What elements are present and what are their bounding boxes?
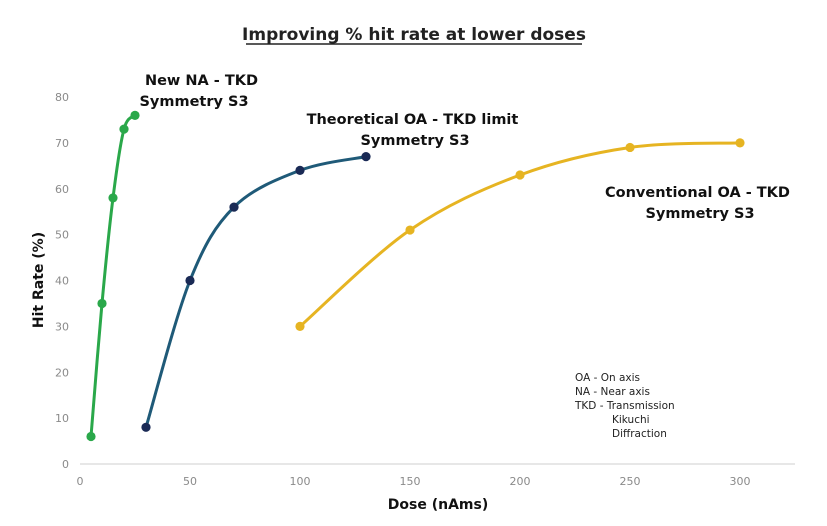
y-axis-title: Hit Rate (%) — [31, 232, 47, 328]
y-tick-label-20: 20 — [55, 366, 69, 379]
y-tick-label-0: 0 — [62, 458, 69, 471]
x-tick-label-0: 0 — [77, 475, 84, 488]
series-label-theoretical-oa-line-2: Symmetry S3 — [360, 133, 469, 149]
abbreviation-legend: OA - On axis NA - Near axis TKD - Transm… — [574, 372, 675, 440]
legend-line-tkd: TKD - Transmission — [574, 400, 675, 412]
data-point-new-na-5 — [86, 431, 96, 442]
x-tick-label-200: 200 — [510, 475, 531, 488]
data-point-theoretical-oa-70 — [229, 202, 239, 212]
series-label-conventional-oa-line-1: Conventional OA - TKD — [605, 185, 790, 201]
legend-line-diffraction: Diffraction — [612, 428, 667, 440]
data-point-conventional-oa-200 — [515, 170, 525, 180]
series-label-theoretical-oa-line-1: Theoretical OA - TKD limit — [307, 112, 519, 128]
x-tick-label-100: 100 — [290, 475, 311, 488]
legend-line-oa: OA - On axis — [575, 372, 640, 384]
x-axis-ticks: 0 50 100 150 200 250 300 — [77, 475, 751, 488]
y-tick-label-50: 50 — [55, 229, 69, 242]
series-label-new-na-line-1: New NA - TKD — [145, 73, 258, 89]
x-tick-label-150: 150 — [400, 475, 421, 488]
y-tick-label-10: 10 — [55, 412, 69, 425]
x-tick-label-250: 250 — [620, 475, 641, 488]
series-label-theoretical-oa: Theoretical OA - TKD limit Symmetry S3 — [307, 112, 524, 149]
series-conventional-oa — [295, 138, 745, 331]
data-point-theoretical-oa-30 — [141, 422, 151, 432]
y-tick-label-60: 60 — [55, 183, 69, 196]
x-tick-label-50: 50 — [183, 475, 197, 488]
data-point-new-na-20 — [119, 124, 129, 134]
data-point-conventional-oa-150 — [405, 225, 415, 235]
y-tick-label-30: 30 — [55, 320, 69, 333]
x-axis-title: Dose (nAms) — [388, 497, 488, 513]
y-axis-ticks: 0 10 20 30 40 50 60 70 80 — [55, 91, 69, 471]
series-label-new-na-line-2: Symmetry S3 — [139, 94, 248, 110]
data-point-new-na-15 — [108, 193, 118, 203]
y-tick-label-80: 80 — [55, 91, 69, 104]
series-label-conventional-oa-line-2: Symmetry S3 — [645, 206, 754, 222]
series-label-conventional-oa: Conventional OA - TKD Symmetry S3 — [605, 185, 795, 222]
data-point-conventional-oa-100 — [295, 321, 305, 331]
data-point-new-na-25 — [130, 110, 140, 120]
data-point-theoretical-oa-100 — [295, 165, 305, 175]
series-line-new-na — [89, 113, 137, 438]
series-line-conventional-oa — [298, 141, 742, 328]
y-tick-label-70: 70 — [55, 137, 69, 150]
legend-line-kikuchi: Kikuchi — [612, 414, 650, 426]
chart-title-group: Improving % hit rate at lower doses — [242, 25, 586, 45]
series-label-new-na: New NA - TKD Symmetry S3 — [139, 73, 263, 110]
chart-title: Improving % hit rate at lower doses — [242, 25, 586, 45]
legend-line-na: NA - Near axis — [575, 386, 650, 398]
data-point-conventional-oa-300 — [735, 138, 745, 148]
series-labels: New NA - TKD Symmetry S3 Theoretical OA … — [139, 73, 795, 222]
series-theoretical-oa — [141, 152, 371, 432]
series-group — [86, 110, 745, 442]
series-new-na — [86, 110, 140, 442]
data-point-theoretical-oa-50 — [185, 275, 195, 286]
data-point-theoretical-oa-130 — [361, 152, 371, 162]
x-tick-label-300: 300 — [730, 475, 751, 488]
data-point-new-na-10 — [97, 298, 107, 309]
y-tick-label-40: 40 — [55, 275, 69, 288]
series-line-theoretical-oa — [144, 155, 368, 429]
data-point-conventional-oa-250 — [625, 142, 635, 153]
